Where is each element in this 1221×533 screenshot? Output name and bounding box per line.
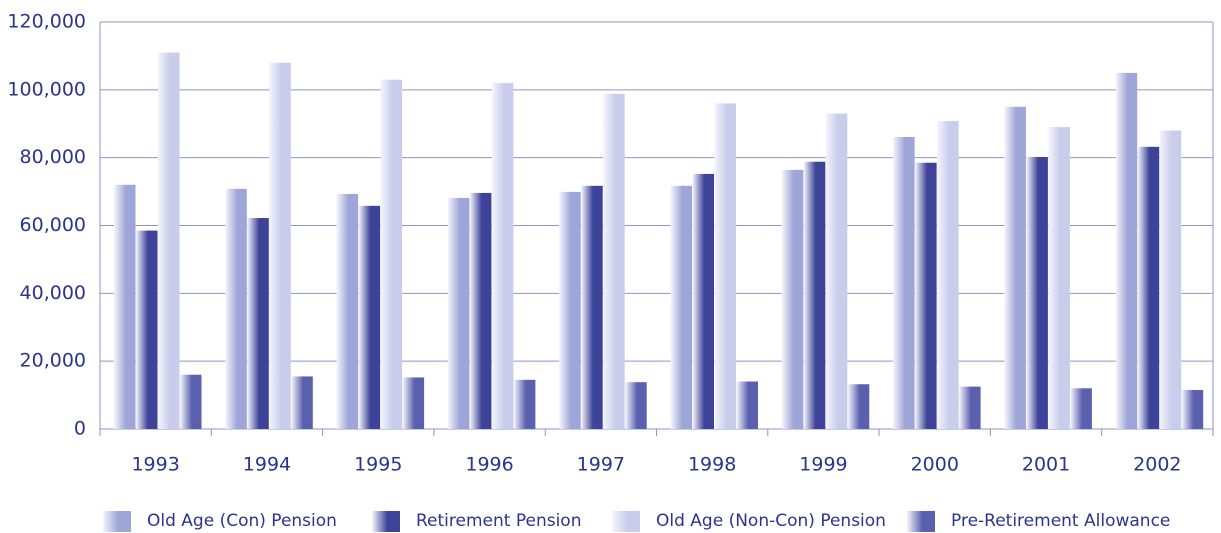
- bar: [447, 198, 470, 429]
- x-tick-label: 1993: [131, 454, 179, 476]
- legend-swatch: [907, 511, 935, 532]
- bar: [1070, 388, 1092, 429]
- y-tick-label: 80,000: [20, 146, 86, 168]
- bar: [670, 185, 692, 429]
- bar: [603, 93, 625, 430]
- y-tick-label: 20,000: [20, 350, 86, 372]
- bar: [915, 162, 937, 430]
- bar: [158, 52, 180, 430]
- bar: [847, 384, 870, 429]
- y-tick-label: 100,000: [7, 78, 86, 100]
- bar: [1004, 106, 1026, 430]
- legend-label: Pre-Retirement Allowance: [951, 511, 1170, 531]
- bar: [1048, 127, 1070, 430]
- legend-swatch: [612, 511, 640, 532]
- bar: [269, 62, 291, 429]
- x-tick-label: 1997: [577, 454, 625, 476]
- bar: [1137, 146, 1160, 429]
- bar: [781, 169, 804, 430]
- bar: [1181, 389, 1204, 429]
- bar: [291, 376, 313, 429]
- bar: [247, 218, 269, 429]
- bar: [380, 79, 403, 430]
- x-tick-label: 1999: [799, 454, 847, 476]
- bar: [692, 173, 714, 429]
- x-tick-label: 1995: [354, 454, 402, 476]
- bar: [114, 184, 136, 429]
- y-tick-label: 120,000: [7, 11, 86, 33]
- bar: [180, 374, 202, 429]
- bar: [1115, 72, 1138, 429]
- bar: [959, 386, 981, 429]
- bar: [1159, 130, 1182, 430]
- x-tick-label: 2002: [1133, 454, 1181, 476]
- y-tick-label: 0: [74, 418, 86, 440]
- bar: [225, 188, 247, 429]
- bar: [358, 205, 381, 429]
- bar: [336, 193, 359, 429]
- bar: [937, 121, 959, 429]
- bar: [736, 381, 758, 429]
- bar: [559, 191, 581, 429]
- bar: [825, 113, 848, 429]
- x-tick-label: 2001: [1022, 454, 1070, 476]
- legend-label: Old Age (Con) Pension: [147, 511, 337, 531]
- y-tick-label: 60,000: [20, 214, 86, 236]
- bar: [402, 377, 425, 429]
- x-tick-label: 1998: [688, 454, 736, 476]
- bar: [581, 185, 603, 429]
- bar: [893, 136, 915, 430]
- y-tick-label: 40,000: [20, 282, 86, 304]
- x-tick-label: 1996: [465, 454, 513, 476]
- legend-swatch: [103, 511, 131, 532]
- bar: [625, 382, 647, 429]
- x-tick-label: 2000: [911, 454, 959, 476]
- bar: [136, 230, 158, 429]
- bar: [1026, 156, 1048, 429]
- bar: [491, 83, 514, 430]
- bar: [714, 103, 736, 430]
- legend-label: Old Age (Non-Con) Pension: [656, 511, 886, 531]
- bar: [469, 192, 492, 429]
- legend-swatch: [372, 511, 400, 532]
- legend-label: Retirement Pension: [416, 511, 581, 531]
- x-tick-label: 1994: [243, 454, 291, 476]
- bar: [803, 161, 826, 429]
- bar: [513, 379, 536, 429]
